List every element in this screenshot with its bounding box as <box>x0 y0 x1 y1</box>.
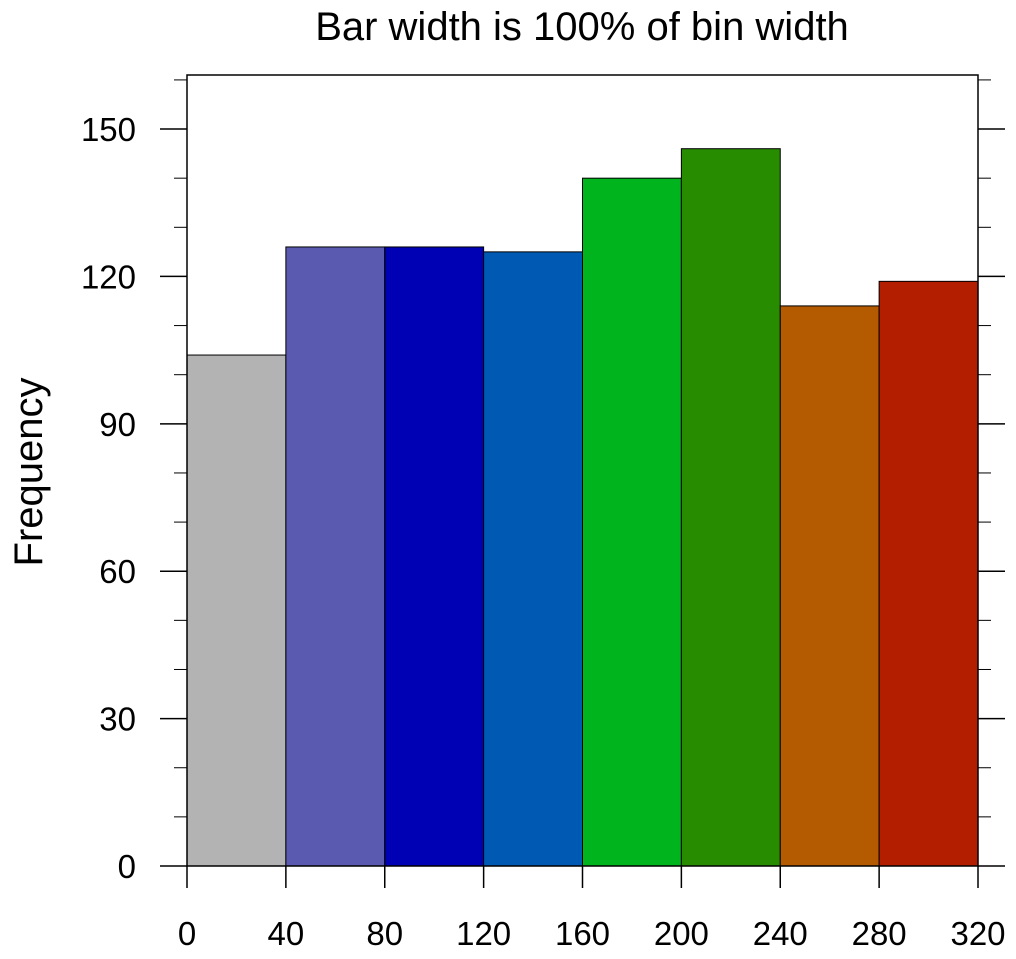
bar-6 <box>779 305 880 867</box>
chart-title: Bar width is 100% of bin width <box>315 5 849 49</box>
bar-5 <box>680 148 781 867</box>
bar-7 <box>878 280 979 867</box>
y-tick-label-1: 30 <box>99 701 136 738</box>
bars-layer <box>186 148 979 867</box>
y-axis-label: Frequency <box>7 378 51 567</box>
x-tick-label-4: 160 <box>555 915 610 952</box>
y-tick-label-3: 90 <box>99 406 136 443</box>
x-tick-label-3: 120 <box>456 915 511 952</box>
x-tick-label-2: 80 <box>366 915 403 952</box>
bar-2 <box>384 246 485 867</box>
bar-4 <box>582 177 682 867</box>
y-tick-label-0: 0 <box>118 848 136 885</box>
bar-1 <box>285 246 386 867</box>
x-tick-label-6: 240 <box>753 915 808 952</box>
x-tick-label-8: 320 <box>950 915 1005 952</box>
bar-3 <box>483 251 583 867</box>
x-tick-label-1: 40 <box>268 915 305 952</box>
x-tick-label-0: 0 <box>178 915 196 952</box>
y-tick-label-4: 120 <box>81 258 136 295</box>
bar-0 <box>186 354 287 867</box>
tick-labels-layer: 0 40 80 120 160 200 240 280 320 0 30 60 90 120 150 <box>81 111 1006 952</box>
x-tick-label-5: 200 <box>654 915 709 952</box>
x-tick-label-7: 280 <box>852 915 907 952</box>
y-tick-label-5: 150 <box>81 111 136 148</box>
y-tick-label-2: 60 <box>99 553 136 590</box>
ticks-layer <box>160 79 1005 888</box>
